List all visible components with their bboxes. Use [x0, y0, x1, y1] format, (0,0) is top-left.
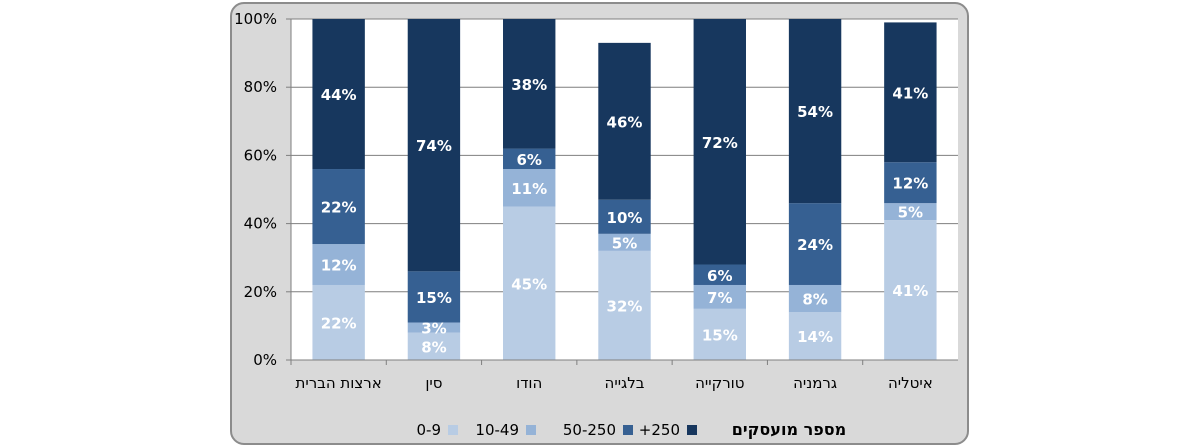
bar-segment: [598, 199, 651, 234]
bar-segment: [407, 322, 461, 333]
legend-swatch: [687, 425, 697, 435]
y-tick-label: 40%: [244, 215, 277, 233]
data-label: 22%: [321, 199, 357, 217]
bar-segment: [312, 19, 365, 170]
data-label: 22%: [321, 314, 357, 332]
y-tick-label: 60%: [244, 146, 277, 164]
data-label: 14%: [797, 328, 833, 346]
category-label: בלגייה: [605, 374, 645, 392]
data-label: 41%: [892, 282, 928, 300]
bar-segment: [312, 284, 365, 360]
data-label: 6%: [516, 151, 541, 169]
y-tick-label: 20%: [244, 283, 277, 301]
data-label: 24%: [797, 236, 833, 254]
data-label: 38%: [511, 76, 547, 94]
bar-segment: [503, 169, 556, 207]
data-label: 15%: [416, 289, 452, 307]
bar-segment: [788, 203, 842, 285]
legend-label: 0-9: [417, 421, 442, 439]
category-label: טורקייה: [695, 374, 744, 392]
category-labels: ארצות הברית סין הודו בלגייה טורקייה גרמניה איט…: [296, 374, 933, 392]
data-label: 12%: [321, 257, 357, 275]
data-label: 5%: [898, 204, 923, 222]
y-tick-label: 100%: [234, 10, 277, 28]
legend-swatch: [623, 425, 633, 435]
bar-segment: [693, 284, 746, 309]
data-label: 11%: [511, 180, 547, 198]
legend: מספר מועסקים +250 50-250 10-49 0-9: [417, 420, 847, 439]
bar-segment: [407, 332, 461, 360]
data-label: 7%: [707, 289, 732, 307]
bar-segment: [884, 203, 937, 221]
data-label: 41%: [892, 84, 928, 102]
data-label: 10%: [607, 209, 643, 227]
bar-segment: [503, 206, 556, 360]
category-label: סין: [425, 374, 442, 392]
bar-segment: [884, 162, 937, 204]
data-label: 72%: [702, 134, 738, 152]
y-tick-labels: 0% 20% 40% 60% 80% 100%: [234, 10, 277, 369]
data-label: 46%: [607, 113, 643, 131]
data-label: 8%: [421, 338, 446, 356]
y-tick-label: 0%: [253, 351, 277, 369]
bar-segment: [598, 250, 651, 360]
data-label: 45%: [511, 275, 547, 293]
bar-segment: [884, 22, 937, 163]
bar-segment: [503, 148, 556, 170]
data-label: 44%: [321, 86, 357, 104]
legend-title: מספר מועסקים: [732, 420, 846, 439]
data-label: 5%: [612, 234, 637, 252]
legend-label: 50-250: [563, 421, 616, 439]
bar-segment: [407, 19, 461, 272]
data-label: 12%: [892, 175, 928, 193]
category-label: הודו: [516, 374, 542, 392]
axes: [290, 19, 958, 361]
legend-label: 10-49: [475, 421, 519, 439]
bar-segment: [788, 284, 842, 313]
bar-segment: [884, 220, 937, 360]
data-label: 74%: [416, 137, 452, 155]
bar-segment: [788, 19, 842, 204]
bars: 22%12%22%44%8%3%15%74%45%11%6%38%32%5%10…: [312, 19, 937, 360]
data-label: 54%: [797, 103, 833, 121]
bar-segment: [693, 19, 746, 265]
bar-segment: [598, 42, 651, 200]
bar-segment: [312, 169, 365, 245]
bar-segment: [788, 312, 842, 360]
bar-segment: [312, 244, 365, 285]
bar-segment: [598, 233, 651, 251]
category-label: גרמניה: [793, 374, 837, 392]
bar-segment: [407, 271, 461, 323]
bar-segment: [503, 19, 556, 149]
legend-swatch: [526, 425, 536, 435]
data-label: 6%: [707, 267, 732, 285]
category-label: ארצות הברית: [296, 374, 382, 392]
y-tick-label: 80%: [244, 78, 277, 96]
legend-swatch: [448, 425, 458, 435]
data-label: 32%: [607, 297, 643, 315]
data-label: 8%: [802, 291, 827, 309]
data-label: 15%: [702, 326, 738, 344]
bar-segment: [693, 264, 746, 285]
category-label: איטליה: [888, 374, 933, 392]
bar-segment: [693, 308, 746, 360]
data-label: 3%: [421, 320, 446, 338]
legend-label: +250: [639, 421, 680, 439]
